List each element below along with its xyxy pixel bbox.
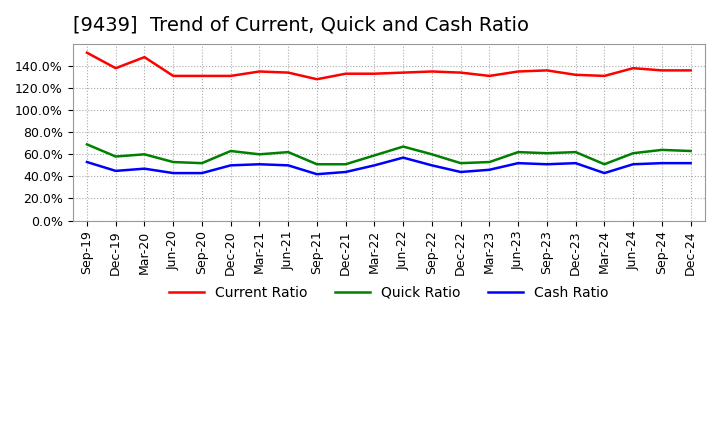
Quick Ratio xyxy=(255,152,264,157)
Cash Ratio xyxy=(399,155,408,160)
Text: [9439]  Trend of Current, Quick and Cash Ratio: [9439] Trend of Current, Quick and Cash … xyxy=(73,15,528,34)
Cash Ratio xyxy=(284,163,292,168)
Cash Ratio xyxy=(370,163,379,168)
Cash Ratio xyxy=(341,169,350,175)
Cash Ratio xyxy=(428,163,436,168)
Current Ratio xyxy=(485,73,494,79)
Quick Ratio xyxy=(456,161,465,166)
Cash Ratio xyxy=(629,161,637,167)
Current Ratio xyxy=(657,68,666,73)
Current Ratio xyxy=(83,50,91,55)
Current Ratio xyxy=(169,73,178,79)
Current Ratio xyxy=(572,72,580,77)
Current Ratio xyxy=(370,71,379,77)
Current Ratio xyxy=(600,73,608,79)
Cash Ratio xyxy=(83,159,91,165)
Quick Ratio xyxy=(399,144,408,149)
Quick Ratio xyxy=(112,154,120,159)
Current Ratio xyxy=(399,70,408,75)
Line: Cash Ratio: Cash Ratio xyxy=(87,158,690,174)
Quick Ratio xyxy=(140,152,149,157)
Cash Ratio xyxy=(140,166,149,171)
Quick Ratio xyxy=(284,150,292,155)
Cash Ratio xyxy=(255,161,264,167)
Current Ratio xyxy=(112,66,120,71)
Current Ratio xyxy=(686,68,695,73)
Current Ratio xyxy=(514,69,523,74)
Cash Ratio xyxy=(572,161,580,166)
Cash Ratio xyxy=(543,161,552,167)
Cash Ratio xyxy=(112,168,120,173)
Cash Ratio xyxy=(600,170,608,176)
Line: Quick Ratio: Quick Ratio xyxy=(87,144,690,164)
Current Ratio xyxy=(629,66,637,71)
Current Ratio xyxy=(543,68,552,73)
Current Ratio xyxy=(428,69,436,74)
Current Ratio xyxy=(140,55,149,60)
Quick Ratio xyxy=(169,159,178,165)
Cash Ratio xyxy=(686,161,695,166)
Quick Ratio xyxy=(629,150,637,156)
Quick Ratio xyxy=(600,161,608,167)
Current Ratio xyxy=(341,71,350,77)
Current Ratio xyxy=(284,70,292,75)
Cash Ratio xyxy=(312,172,321,177)
Quick Ratio xyxy=(543,150,552,156)
Cash Ratio xyxy=(657,161,666,166)
Quick Ratio xyxy=(341,161,350,167)
Current Ratio xyxy=(226,73,235,79)
Quick Ratio xyxy=(514,150,523,155)
Legend: Current Ratio, Quick Ratio, Cash Ratio: Current Ratio, Quick Ratio, Cash Ratio xyxy=(163,280,614,305)
Cash Ratio xyxy=(226,163,235,168)
Quick Ratio xyxy=(370,153,379,158)
Cash Ratio xyxy=(485,167,494,172)
Cash Ratio xyxy=(169,170,178,176)
Line: Current Ratio: Current Ratio xyxy=(87,53,690,79)
Quick Ratio xyxy=(485,159,494,165)
Quick Ratio xyxy=(657,147,666,153)
Quick Ratio xyxy=(83,142,91,147)
Quick Ratio xyxy=(312,161,321,167)
Current Ratio xyxy=(255,69,264,74)
Current Ratio xyxy=(197,73,206,79)
Quick Ratio xyxy=(572,150,580,155)
Current Ratio xyxy=(312,77,321,82)
Current Ratio xyxy=(456,70,465,75)
Cash Ratio xyxy=(456,169,465,175)
Quick Ratio xyxy=(428,152,436,157)
Cash Ratio xyxy=(514,161,523,166)
Quick Ratio xyxy=(686,148,695,154)
Quick Ratio xyxy=(197,161,206,166)
Cash Ratio xyxy=(197,170,206,176)
Quick Ratio xyxy=(226,148,235,154)
